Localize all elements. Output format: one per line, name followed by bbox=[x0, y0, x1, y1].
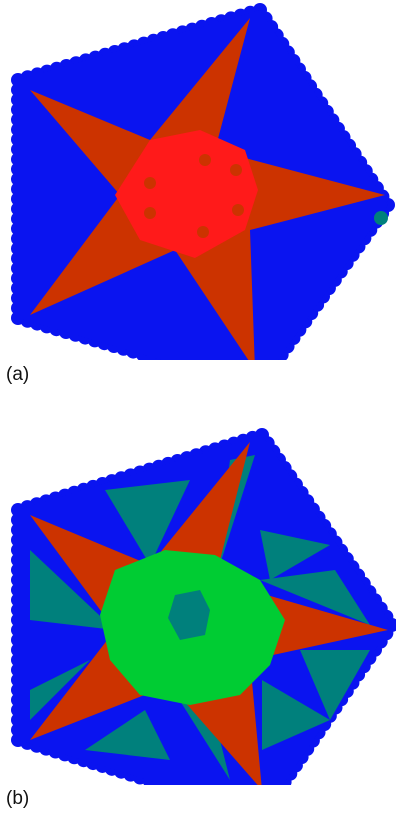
teal-triangle bbox=[260, 530, 330, 580]
teal-triangle bbox=[30, 660, 90, 720]
core-dot bbox=[197, 226, 209, 238]
teal-triangle bbox=[85, 710, 170, 760]
center-teal-region bbox=[168, 590, 210, 640]
teal-triangle bbox=[105, 480, 190, 565]
core-dot bbox=[144, 207, 156, 219]
panel-label-b: (b) bbox=[6, 788, 30, 809]
teal-triangle bbox=[215, 455, 255, 580]
teal-triangle bbox=[260, 570, 370, 625]
teal-triangle bbox=[30, 550, 115, 630]
teal-marker bbox=[374, 211, 388, 225]
core-dot bbox=[144, 177, 156, 189]
pentagon-star-diagram-a bbox=[11, 3, 395, 360]
pentagon-star-diagram-b bbox=[11, 428, 396, 785]
panel-a: (a) bbox=[0, 0, 396, 395]
panel-b: (b) bbox=[0, 420, 396, 821]
core-dot bbox=[230, 164, 242, 176]
core-dot bbox=[199, 154, 211, 166]
central-core-region bbox=[115, 130, 258, 258]
panel-label-a: (a) bbox=[6, 364, 30, 385]
teal-triangle bbox=[300, 650, 370, 720]
teal-triangle-regions bbox=[30, 455, 370, 780]
teal-triangle bbox=[262, 680, 330, 750]
core-dots bbox=[144, 154, 244, 238]
teal-triangle bbox=[170, 685, 230, 780]
core-dot bbox=[232, 204, 244, 216]
